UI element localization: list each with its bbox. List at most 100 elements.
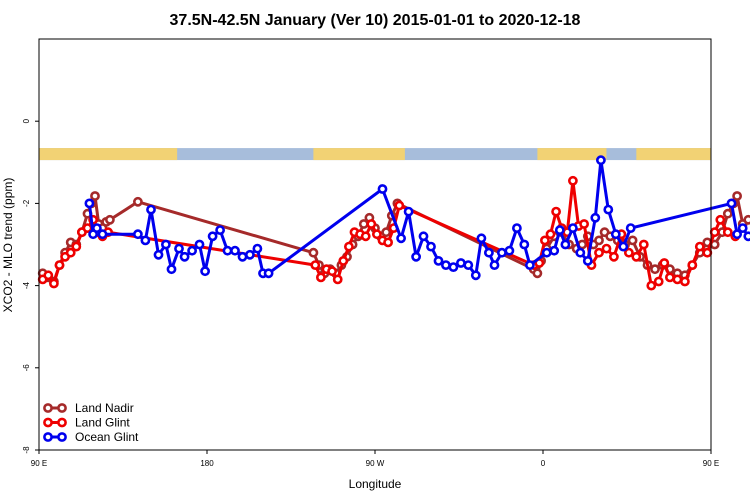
data-point xyxy=(732,191,742,201)
data-point xyxy=(540,235,550,246)
data-point xyxy=(687,260,698,270)
legend-marker xyxy=(57,403,67,413)
data-point xyxy=(360,231,371,242)
data-point xyxy=(153,249,164,260)
data-point xyxy=(179,251,190,262)
data-point xyxy=(627,235,638,246)
series-land-glint xyxy=(37,175,741,291)
data-point xyxy=(383,237,393,248)
legend-marker xyxy=(57,432,67,442)
data-point xyxy=(418,231,429,242)
data-point xyxy=(200,266,210,277)
x-tick-label: 0 xyxy=(541,459,546,468)
data-point xyxy=(132,196,143,207)
data-point xyxy=(568,223,578,233)
data-point xyxy=(207,231,218,242)
series-layer xyxy=(37,155,750,291)
x-axis-label: Longitude xyxy=(349,477,402,491)
land-strip-segment xyxy=(537,148,607,161)
x-tick-label: 90 E xyxy=(31,459,47,468)
data-point xyxy=(609,251,619,262)
y-tick-label: -4 xyxy=(22,281,31,289)
data-point xyxy=(371,229,382,240)
legend-item: Ocean Glint xyxy=(43,430,139,444)
data-point xyxy=(54,260,65,270)
data-point xyxy=(519,239,530,250)
data-point xyxy=(601,243,612,254)
data-point xyxy=(715,214,726,225)
data-point xyxy=(496,247,507,258)
data-point xyxy=(722,227,733,238)
data-point xyxy=(97,229,108,240)
data-point xyxy=(440,260,451,270)
data-point xyxy=(596,155,606,166)
data-point xyxy=(332,274,343,285)
y-axis-label: XCO2 - MLO trend (ppm) xyxy=(1,178,15,313)
data-point xyxy=(579,219,589,229)
x-axis: 90 E 180 90 W 0 90 E xyxy=(31,450,719,468)
data-point xyxy=(659,258,670,268)
data-point xyxy=(338,255,349,266)
data-point xyxy=(448,262,459,272)
data-point xyxy=(166,264,177,275)
data-point xyxy=(646,280,657,291)
data-point xyxy=(568,175,578,186)
data-point xyxy=(174,243,184,254)
data-point xyxy=(541,247,552,258)
data-point xyxy=(140,235,151,246)
data-point xyxy=(411,251,421,262)
data-point xyxy=(737,223,748,233)
data-point xyxy=(146,204,156,215)
data-point xyxy=(603,204,614,215)
data-point xyxy=(49,278,59,289)
legend-item: Land Nadir xyxy=(43,401,134,415)
y-tick-label: 0 xyxy=(22,118,31,123)
data-point xyxy=(105,214,115,225)
data-point xyxy=(308,247,319,258)
data-point xyxy=(545,229,556,240)
data-point xyxy=(590,212,601,223)
data-point xyxy=(624,247,634,258)
data-point xyxy=(65,247,76,258)
data-point xyxy=(743,231,750,242)
land-strip-segment xyxy=(636,148,711,161)
land-strip-segment xyxy=(39,148,178,161)
data-point xyxy=(722,208,733,219)
data-point xyxy=(132,229,143,240)
data-point xyxy=(549,245,560,256)
data-point xyxy=(631,251,642,262)
data-point xyxy=(726,198,737,209)
data-point xyxy=(426,241,436,252)
data-point xyxy=(709,227,720,238)
data-point xyxy=(252,243,263,254)
data-point xyxy=(403,206,414,217)
x-tick-label: 90 W xyxy=(366,459,385,468)
legend-label: Ocean Glint xyxy=(75,430,139,444)
data-point xyxy=(575,247,586,258)
data-point xyxy=(665,272,675,283)
data-point xyxy=(625,223,636,233)
legend-marker xyxy=(43,403,53,413)
data-point xyxy=(512,223,522,233)
data-point xyxy=(366,219,377,229)
data-point xyxy=(525,260,535,270)
x-tick-label: 90 E xyxy=(703,459,719,468)
legend-marker xyxy=(57,417,67,428)
data-point xyxy=(463,260,474,270)
data-point xyxy=(551,206,561,217)
data-point xyxy=(489,260,500,270)
data-point xyxy=(582,255,593,266)
data-point xyxy=(672,274,683,285)
data-point xyxy=(702,247,713,258)
data-point xyxy=(237,251,248,262)
data-point xyxy=(327,266,337,277)
data-point xyxy=(560,239,571,250)
data-point xyxy=(594,235,604,246)
data-point xyxy=(396,233,406,244)
plot-frame xyxy=(38,38,712,451)
data-point xyxy=(433,255,444,266)
series-ocean-glint xyxy=(84,155,750,281)
y-tick-label: -2 xyxy=(22,199,31,207)
